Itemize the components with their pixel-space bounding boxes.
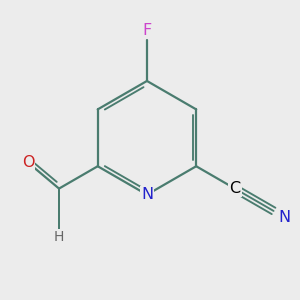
Text: N: N [141,187,153,202]
Text: N: N [278,209,290,224]
Text: C: C [229,181,240,196]
Text: O: O [22,155,34,170]
Text: H: H [54,230,64,244]
Text: F: F [142,23,152,38]
